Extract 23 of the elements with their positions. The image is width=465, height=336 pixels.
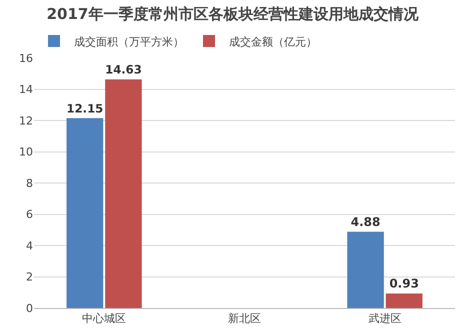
y-tick-label: 4 <box>26 239 33 252</box>
legend-label: 成交金额（亿元） <box>229 35 317 48</box>
x-tick-label: 中心城区 <box>82 312 126 326</box>
bar <box>66 118 104 308</box>
x-tick-label: 武进区 <box>368 312 402 326</box>
y-tick-label: 10 <box>19 146 33 159</box>
y-tick-label: 6 <box>26 208 33 222</box>
y-tick-label: 0 <box>26 302 33 315</box>
x-tick-label: 新北区 <box>228 312 261 326</box>
data-label: 4.88 <box>350 214 380 229</box>
y-tick-label: 2 <box>26 270 33 284</box>
y-tick-label: 14 <box>19 83 33 96</box>
legend-label: 成交面积（万平方米） <box>74 35 184 48</box>
data-label: 12.15 <box>66 101 104 116</box>
data-label: 0.93 <box>389 276 419 290</box>
data-label: 14.63 <box>105 62 142 77</box>
bar <box>386 293 422 308</box>
bar <box>347 232 384 308</box>
bar <box>105 79 142 308</box>
chart-title: 2017年一季度常州市区各板块经营性建设用地成交情况 <box>46 4 420 23</box>
y-tick-label: 16 <box>19 52 33 65</box>
y-tick-label: 8 <box>26 176 33 190</box>
y-tick-label: 12 <box>19 114 33 128</box>
